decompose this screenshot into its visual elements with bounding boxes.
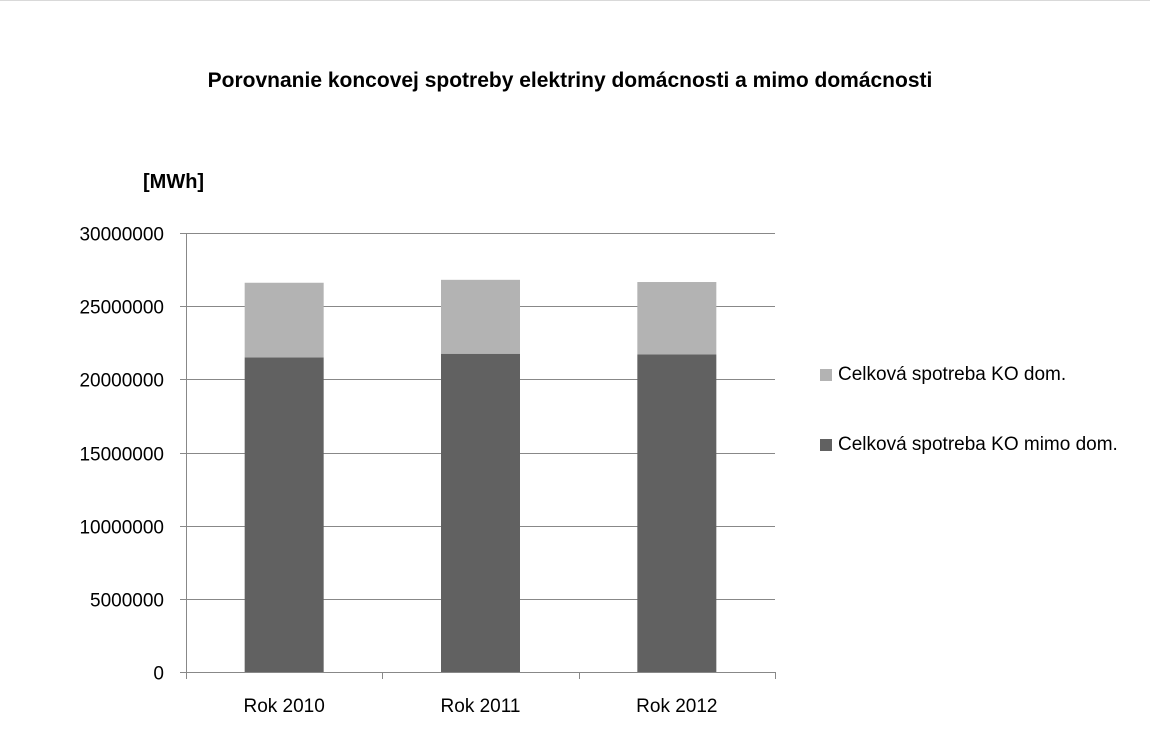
chart-title: Porovnanie koncovej spotreby elektriny d… [207, 69, 933, 92]
legend-swatch-domacnosti [820, 369, 832, 381]
y-axis-unit-label: [MWh] [143, 171, 205, 193]
y-tick-label: 15000000 [79, 445, 164, 466]
legend-swatch-mimo-domacnosti [820, 439, 832, 451]
y-tick-label: 10000000 [79, 518, 164, 539]
x-tick-label: Rok 2011 [441, 696, 521, 717]
x-tick-label: Rok 2012 [636, 696, 717, 717]
bar-mimo-domacnosti-0 [244, 357, 324, 672]
bar-mimo-domacnosti-1 [441, 353, 520, 672]
bar-domacnosti-1 [441, 279, 520, 354]
legend-label-mimo-domacnosti: Celková spotreba KO mimo dom. [838, 434, 1118, 455]
y-tick-label: 5000000 [90, 591, 164, 612]
x-tick-label: Rok 2010 [243, 696, 324, 717]
bar-mimo-domacnosti-2 [637, 354, 717, 672]
bar-domacnosti-2 [637, 282, 717, 355]
y-tick-label: 25000000 [79, 298, 164, 319]
legend-label-domacnosti: Celková spotreba KO dom. [838, 364, 1067, 385]
bar-domacnosti-0 [244, 282, 324, 358]
y-tick-label: 30000000 [79, 225, 164, 246]
legend-item-domacnosti: Celková spotreba KO dom. [820, 361, 1150, 389]
y-tick-label: 20000000 [79, 371, 164, 392]
y-tick-label: 0 [153, 664, 164, 685]
legend-item-mimo-domacnosti: Celková spotreba KO mimo dom. [820, 431, 1150, 459]
chart-legend: Celková spotreba KO dom. Celková spotreb… [820, 361, 1150, 501]
